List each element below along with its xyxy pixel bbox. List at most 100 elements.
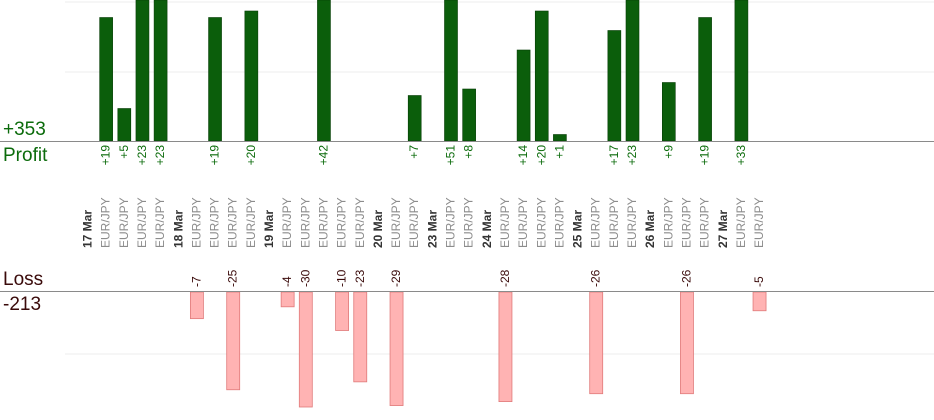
loss-value-label: -30 [298, 269, 312, 287]
loss-value-label: -26 [679, 269, 693, 287]
date-label: 20 Mar [371, 210, 385, 248]
profit-value-label: +42 [316, 145, 330, 166]
profit-bar [625, 0, 640, 142]
profit-value-label: +19 [698, 145, 712, 166]
profit-bar [553, 134, 567, 142]
date-label: 27 Mar [716, 210, 730, 248]
pair-label: EUR/JPY [316, 197, 330, 248]
profit-bar [208, 17, 222, 142]
profit-bar [99, 17, 113, 142]
loss-bar [589, 291, 604, 395]
loss-value-label: -5 [752, 276, 766, 287]
profit-bar [317, 0, 331, 142]
profit-bar [734, 0, 749, 142]
date-label: 18 Mar [171, 210, 185, 248]
profit-bar [607, 30, 622, 142]
profit-bar [698, 17, 712, 142]
loss-bar [280, 291, 295, 308]
pair-label: EUR/JPY [698, 197, 712, 248]
profit-value-label: +20 [244, 145, 258, 166]
profit-value-label: +8 [462, 145, 476, 159]
profit-bar [444, 0, 458, 142]
date-label: 17 Mar [81, 210, 95, 248]
date-label: 24 Mar [480, 210, 494, 248]
loss-total: -213 [3, 294, 42, 315]
loss-bar [298, 291, 313, 408]
profit-value-label: +19 [99, 145, 113, 166]
profit-value-label: +33 [734, 145, 748, 166]
pair-label: EUR/JPY [661, 197, 675, 248]
loss-value-label: -23 [353, 269, 367, 287]
pair-label: EUR/JPY [552, 197, 566, 248]
profit-label: Profit [3, 145, 48, 166]
loss-bar [189, 291, 204, 320]
profit-bar [244, 10, 259, 142]
loss-value-label: -7 [189, 276, 203, 287]
profit-value-label: +5 [117, 145, 131, 159]
profit-bar [407, 95, 422, 142]
profit-bar [534, 10, 549, 142]
pair-label: EUR/JPY [280, 197, 294, 248]
loss-value-label: -10 [335, 269, 349, 287]
pair-label: EUR/JPY [734, 197, 748, 248]
pair-label: EUR/JPY [335, 197, 349, 248]
axes [0, 141, 934, 292]
pair-label: EUR/JPY [244, 197, 258, 248]
profit-value-label: +9 [661, 145, 675, 159]
loss-value-label: -28 [498, 269, 512, 287]
trade-labels: 17 Mar EUR/JPY +19 EUR/JPY +5 EUR/JPY +23 EUR/J… [81, 145, 767, 287]
pair-label: EUR/JPY [462, 197, 476, 248]
loss-bar [353, 291, 368, 383]
profit-total: +353 [3, 119, 46, 140]
pair-label: EUR/JPY [534, 197, 548, 248]
pair-label: EUR/JPY [353, 197, 367, 248]
profit-value-label: +20 [534, 145, 548, 166]
trade-bars [99, 0, 767, 408]
date-label: 19 Mar [262, 210, 276, 248]
pair-label: EUR/JPY [99, 197, 113, 248]
pair-label: EUR/JPY [208, 197, 222, 248]
pair-label: EUR/JPY [679, 197, 693, 248]
profit-value-label: +23 [135, 145, 149, 166]
loss-label: Loss [3, 269, 44, 290]
pair-label: EUR/JPY [589, 197, 603, 248]
pair-label: EUR/JPY [407, 197, 421, 248]
profit-value-label: +23 [153, 145, 167, 166]
pair-label: EUR/JPY [298, 197, 312, 248]
loss-value-label: -26 [589, 269, 603, 287]
pair-label: EUR/JPY [752, 197, 766, 248]
loss-bar [680, 291, 694, 395]
date-label: 25 Mar [571, 210, 585, 248]
profit-bar [135, 0, 150, 142]
profit-value-label: +19 [208, 145, 222, 166]
profit-bar [516, 49, 531, 142]
loss-bar [389, 291, 404, 406]
pair-label: EUR/JPY [226, 197, 240, 248]
loss-bar [335, 291, 350, 331]
profit-bar [462, 88, 476, 142]
pair-label: EUR/JPY [117, 197, 131, 248]
loss-value-label: -25 [226, 269, 240, 287]
pair-label: EUR/JPY [389, 197, 403, 248]
profit-value-label: +1 [552, 145, 566, 159]
profit-value-label: +51 [444, 145, 458, 166]
profit-bar [153, 0, 168, 142]
profit-value-label: +17 [607, 145, 621, 166]
loss-value-label: -29 [389, 269, 403, 287]
loss-bar [752, 291, 767, 312]
loss-value-label: -4 [280, 276, 294, 287]
pair-label: EUR/JPY [625, 197, 639, 248]
pair-label: EUR/JPY [135, 197, 149, 248]
pair-label: EUR/JPY [444, 197, 458, 248]
profit-bar [117, 108, 132, 142]
pair-label: EUR/JPY [498, 197, 512, 248]
pair-label: EUR/JPY [153, 197, 167, 248]
pair-label: EUR/JPY [607, 197, 621, 248]
pair-label: EUR/JPY [189, 197, 203, 248]
loss-bar [226, 291, 241, 391]
loss-bar [498, 291, 513, 402]
profit-value-label: +23 [625, 145, 639, 166]
date-label: 23 Mar [425, 210, 439, 248]
profit-value-label: +7 [407, 145, 421, 159]
date-label: 26 Mar [643, 210, 657, 248]
